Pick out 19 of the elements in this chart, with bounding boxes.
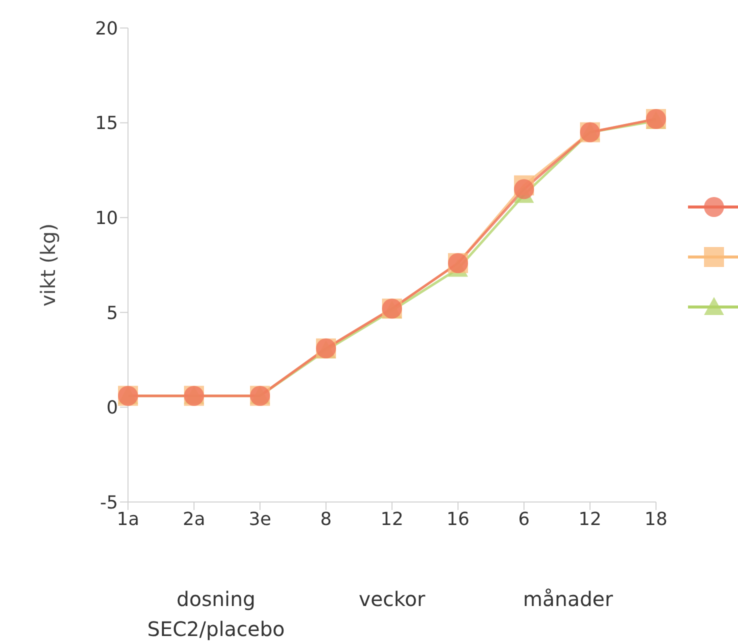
x-tick-label: 2a [182, 508, 206, 530]
text: månader [522, 586, 614, 613]
y-tick-label: 10 [95, 208, 118, 229]
text: dosning SEC2/placebo [146, 586, 286, 643]
y-tick-label: 5 [106, 302, 118, 324]
x-tick-label: 12 [380, 508, 404, 530]
x-tick-label: 18 [644, 508, 668, 530]
x-tick-label: 8 [320, 508, 332, 530]
y-tick-label: 0 [106, 398, 118, 419]
x-tick-label: 1a [116, 508, 140, 530]
y-axis-title: vikt (kg) [36, 223, 60, 307]
y-tick-label: -5 [100, 492, 118, 514]
x-tick-label: 16 [446, 508, 470, 530]
y-tick-label: 15 [95, 113, 118, 134]
y-tick-label: 20 [95, 18, 118, 40]
text: veckor [358, 586, 426, 613]
x-tick-label: 12 [578, 508, 602, 530]
x-tick-label: 6 [518, 508, 530, 530]
x-tick-label: 3e [248, 508, 272, 530]
